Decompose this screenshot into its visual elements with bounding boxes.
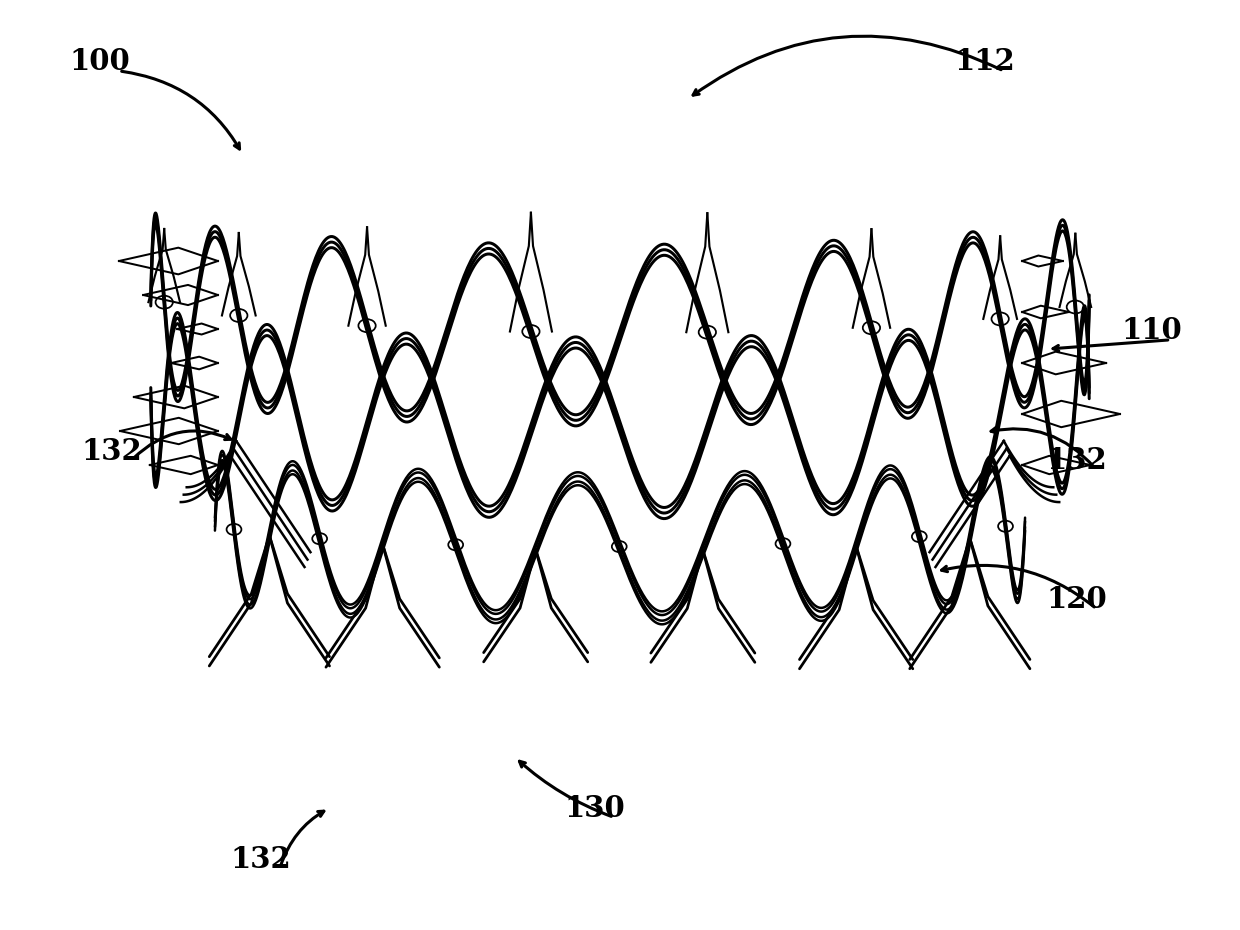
Text: 130: 130 bbox=[564, 793, 625, 822]
Text: 132: 132 bbox=[231, 844, 291, 873]
Text: 110: 110 bbox=[1121, 316, 1182, 345]
Text: 132: 132 bbox=[82, 436, 143, 466]
Text: 120: 120 bbox=[1047, 585, 1107, 614]
Text: 132: 132 bbox=[1047, 445, 1107, 475]
Text: 112: 112 bbox=[954, 47, 1014, 76]
Text: 100: 100 bbox=[69, 47, 130, 76]
